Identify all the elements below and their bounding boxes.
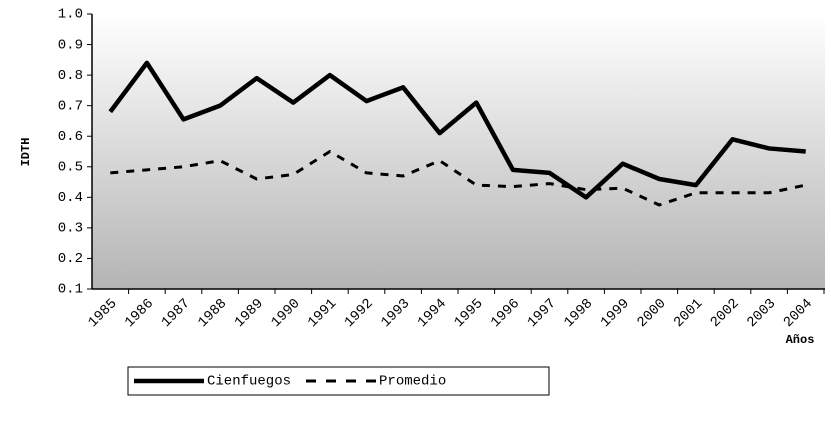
x-tick-label: 1999: [598, 296, 633, 331]
y-tick-label: 0.8: [58, 68, 83, 84]
x-tick-label: 1996: [488, 296, 523, 331]
plot-area: [92, 14, 825, 289]
x-tick-label: 1994: [415, 296, 450, 331]
x-tick-label: 1997: [525, 296, 560, 331]
series-line: [108, 60, 806, 200]
x-tick-label: 2002: [708, 296, 743, 331]
series-line: [110, 150, 807, 207]
x-axis-label: Años: [786, 333, 815, 347]
y-tick-label: 0.6: [58, 129, 83, 145]
x-tick-label: 2001: [671, 296, 706, 331]
x-tick-label: 2000: [634, 296, 669, 331]
legend-label: Cienfuegos: [207, 374, 291, 390]
x-tick-label: 1993: [378, 296, 413, 331]
x-tick-label: 1991: [305, 296, 340, 331]
x-tick-label: 1988: [195, 296, 230, 331]
y-tick-label: 1.0: [58, 7, 83, 23]
y-tick-label: 0.9: [58, 37, 83, 53]
y-tick-label: 0.1: [58, 282, 83, 298]
y-tick-label: 0.7: [58, 98, 83, 114]
y-axis-label: IDTH: [19, 138, 33, 167]
legend-label: Promedio: [379, 374, 446, 390]
y-tick-label: 0.4: [58, 190, 83, 206]
y-tick-label: 0.3: [58, 221, 83, 237]
x-tick-label: 1998: [561, 296, 596, 331]
x-tick-label: 1986: [122, 296, 157, 331]
x-tick-label: 2003: [744, 296, 779, 331]
x-tick-label: 1987: [159, 296, 194, 331]
x-tick-label: 1992: [342, 296, 377, 331]
x-tick-label: 1990: [268, 296, 303, 331]
y-tick-label: 0.2: [58, 251, 83, 267]
x-tick-label: 2004: [781, 296, 816, 331]
x-tick-label: 1995: [451, 296, 486, 331]
y-tick-label: 0.5: [58, 159, 83, 175]
x-tick-label: 1985: [85, 296, 120, 331]
x-tick-label: 1989: [232, 296, 267, 331]
